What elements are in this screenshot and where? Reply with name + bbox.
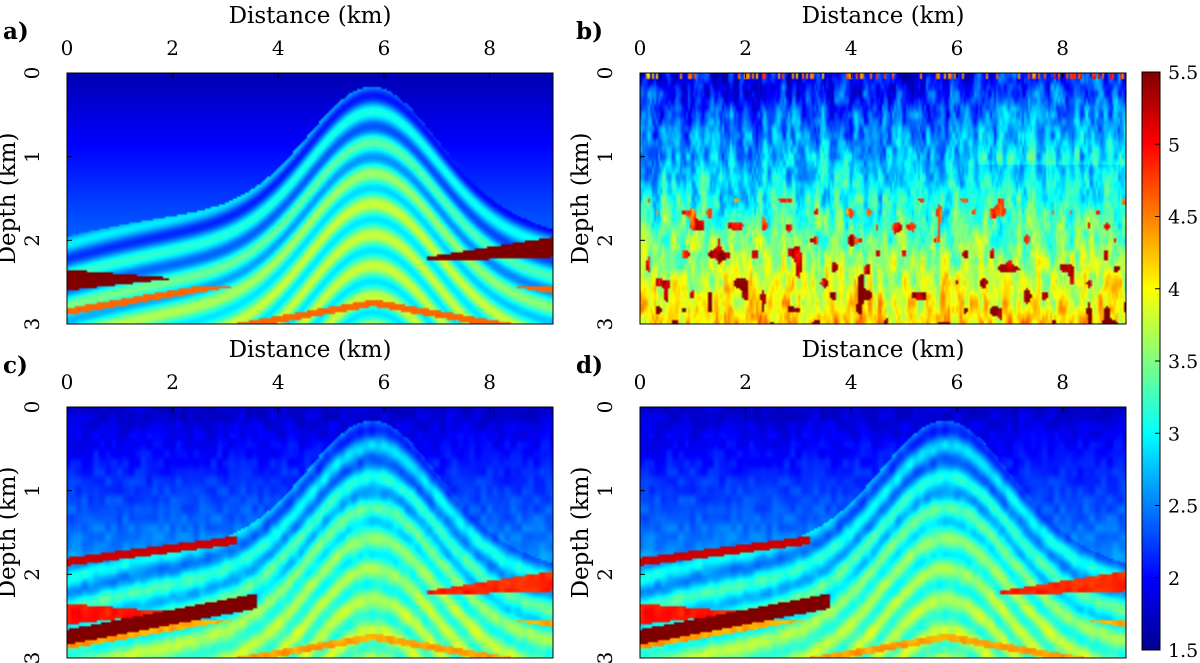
x-tick-label: 4 bbox=[845, 36, 858, 60]
panel-d-frame bbox=[639, 406, 1127, 659]
y-tick-label: 2 bbox=[593, 234, 617, 247]
panel-label: d) bbox=[576, 352, 603, 379]
x-tick-label: 6 bbox=[951, 370, 964, 394]
y-tick-label: 1 bbox=[20, 150, 44, 163]
colorbar-tick-label: 5 bbox=[1168, 134, 1180, 156]
panel-d-heatmap bbox=[640, 407, 1126, 658]
colorbar-tick-label: 4 bbox=[1168, 279, 1180, 301]
colorbar-tick-label: 2 bbox=[1168, 568, 1180, 590]
x-tick-label: 4 bbox=[845, 370, 858, 394]
y-tick-label: 2 bbox=[593, 568, 617, 581]
x-tick-label: 4 bbox=[272, 36, 285, 60]
panel-c-heatmap bbox=[67, 407, 553, 658]
y-tick-label: 3 bbox=[20, 318, 44, 331]
x-tick-label: 8 bbox=[1056, 370, 1069, 394]
x-tick-label: 2 bbox=[166, 370, 179, 394]
y-tick-label: 1 bbox=[593, 484, 617, 497]
x-tick-label: 8 bbox=[483, 370, 496, 394]
y-tick-label: 3 bbox=[593, 318, 617, 331]
y-axis-title: Depth (km) bbox=[568, 133, 594, 265]
x-axis-title: Distance (km) bbox=[229, 3, 392, 29]
y-tick-label: 3 bbox=[20, 652, 44, 663]
y-tick-label: 0 bbox=[593, 401, 617, 414]
x-tick-label: 8 bbox=[1056, 36, 1069, 60]
x-tick-label: 0 bbox=[61, 36, 74, 60]
y-tick-label: 0 bbox=[20, 401, 44, 414]
panel-c-frame bbox=[66, 406, 554, 659]
colorbar-tick-label: 5.5 bbox=[1168, 62, 1198, 84]
y-axis-title: Depth (km) bbox=[0, 467, 21, 599]
x-tick-label: 2 bbox=[166, 36, 179, 60]
x-tick-label: 6 bbox=[951, 36, 964, 60]
y-tick-label: 0 bbox=[20, 67, 44, 80]
panel-b-heatmap bbox=[640, 73, 1126, 324]
panel-d: 0 2 4 6 8 Distance (km) 0 1 2 3 Depth (km) d) bbox=[568, 337, 1127, 663]
colorbar-ticks: 1.5 2 2.5 3 3.5 4 4.5 5 5.5 bbox=[1155, 62, 1198, 662]
panel-a-heatmap bbox=[67, 73, 553, 324]
y-tick-label: 2 bbox=[20, 568, 44, 581]
x-tick-label: 4 bbox=[272, 370, 285, 394]
x-axis-title: Distance (km) bbox=[802, 337, 965, 363]
colorbar-tick-label: 3.5 bbox=[1168, 351, 1198, 373]
x-axis-title: Distance (km) bbox=[229, 337, 392, 363]
panel-label: b) bbox=[576, 18, 603, 45]
panel-a-frame bbox=[66, 72, 554, 325]
y-tick-label: 3 bbox=[593, 652, 617, 663]
colorbar: 1.5 2 2.5 3 3.5 4 4.5 5 5.5 bbox=[1141, 62, 1198, 662]
y-tick-label: 2 bbox=[20, 234, 44, 247]
x-tick-label: 0 bbox=[61, 370, 74, 394]
y-axis-title: Depth (km) bbox=[0, 133, 21, 265]
panel-a: 0 2 4 6 8 Distance (km) 0 1 2 3 Depth (km) a) bbox=[0, 3, 554, 331]
y-tick-label: 1 bbox=[20, 484, 44, 497]
colorbar-tick-label: 4.5 bbox=[1168, 207, 1198, 229]
x-tick-label: 0 bbox=[634, 36, 647, 60]
colorbar-tick-label: 3 bbox=[1168, 423, 1180, 445]
x-tick-label: 0 bbox=[634, 370, 647, 394]
panels-layer: 0 2 4 6 8 Distance (km) 0 1 2 3 Depth (km) a) 0 2 4 6 8 D… bbox=[0, 3, 1127, 663]
x-tick-label: 8 bbox=[483, 36, 496, 60]
panel-label: c) bbox=[3, 352, 28, 379]
panel-b-frame bbox=[639, 72, 1127, 325]
colorbar-tick-label: 2.5 bbox=[1168, 496, 1198, 518]
x-tick-label: 2 bbox=[739, 370, 752, 394]
x-tick-label: 6 bbox=[378, 370, 391, 394]
x-tick-label: 2 bbox=[739, 36, 752, 60]
panel-b: 0 2 4 6 8 Distance (km) 0 1 2 3 Depth (km) b) bbox=[568, 3, 1127, 331]
x-axis-title: Distance (km) bbox=[802, 3, 965, 29]
colorbar-tick-label: 1.5 bbox=[1168, 640, 1198, 662]
y-axis-title: Depth (km) bbox=[568, 467, 594, 599]
y-tick-label: 0 bbox=[593, 67, 617, 80]
x-tick-label: 6 bbox=[378, 36, 391, 60]
panel-label: a) bbox=[3, 18, 29, 45]
y-tick-label: 1 bbox=[593, 150, 617, 163]
panel-c: 0 2 4 6 8 Distance (km) 0 1 2 3 Depth (km) c) bbox=[0, 337, 554, 663]
